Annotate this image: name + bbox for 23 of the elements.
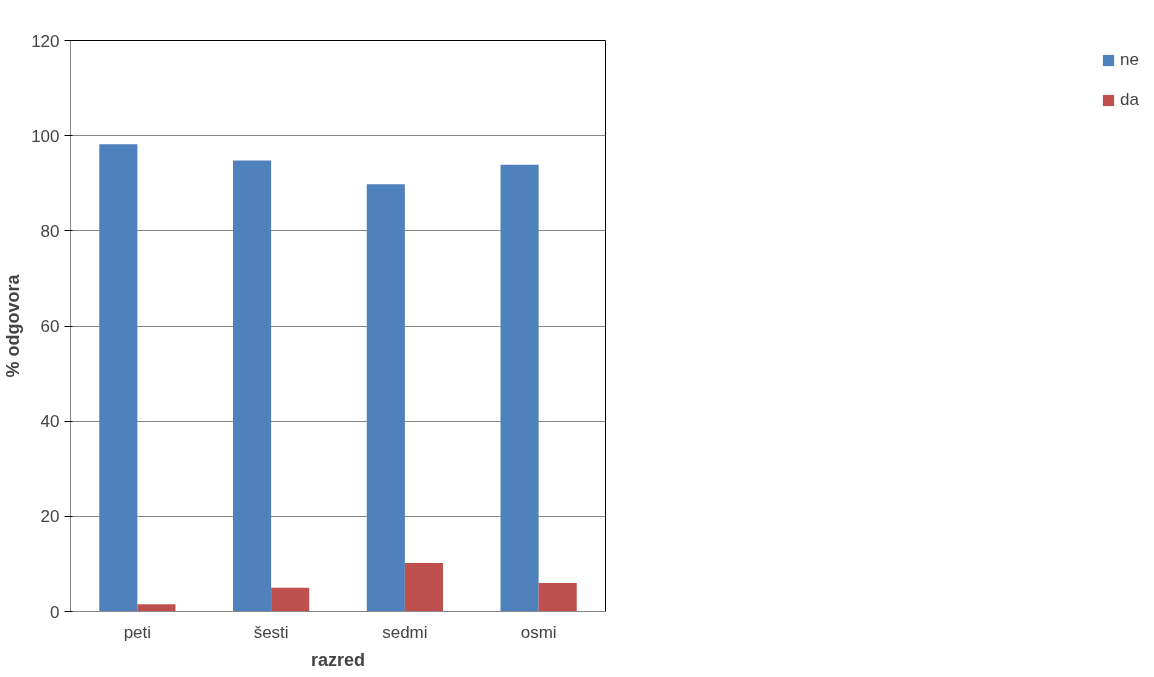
bar [366,184,405,612]
y-tick-label: 40 [40,412,60,432]
bar [500,164,539,612]
y-tick-label: 100 [31,126,60,146]
y-tick-label: 80 [40,221,60,241]
y-axis-title: % odgovora [3,273,24,378]
y-tick-label: 60 [40,317,60,336]
x-axis-title: razred [310,649,366,670]
bar [404,562,443,612]
bar [137,604,176,612]
x-tick-label: osmi [520,622,557,642]
y-tick-label: 0 [50,602,60,622]
y-tick-label: 20 [40,507,60,527]
bar [233,160,272,612]
legend-label: da [1120,90,1140,110]
legend-label: ne [1120,50,1140,70]
x-tick-label: sedmi [382,622,428,642]
x-tick-label: peti [123,622,152,642]
bar [271,587,310,612]
y-tick-label: 120 [31,31,60,51]
x-tick-label: šesti [253,622,289,642]
bar [538,582,577,612]
bar [99,144,138,612]
